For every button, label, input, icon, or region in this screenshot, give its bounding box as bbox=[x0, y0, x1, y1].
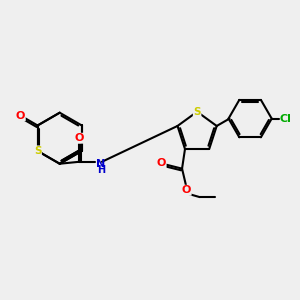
Text: S: S bbox=[194, 107, 201, 117]
Text: Cl: Cl bbox=[280, 114, 291, 124]
Text: O: O bbox=[182, 185, 191, 195]
Text: O: O bbox=[16, 111, 25, 121]
Text: S: S bbox=[34, 146, 41, 156]
Text: O: O bbox=[157, 158, 166, 168]
Text: N: N bbox=[96, 159, 106, 169]
Text: H: H bbox=[97, 165, 105, 175]
Text: O: O bbox=[75, 133, 84, 143]
